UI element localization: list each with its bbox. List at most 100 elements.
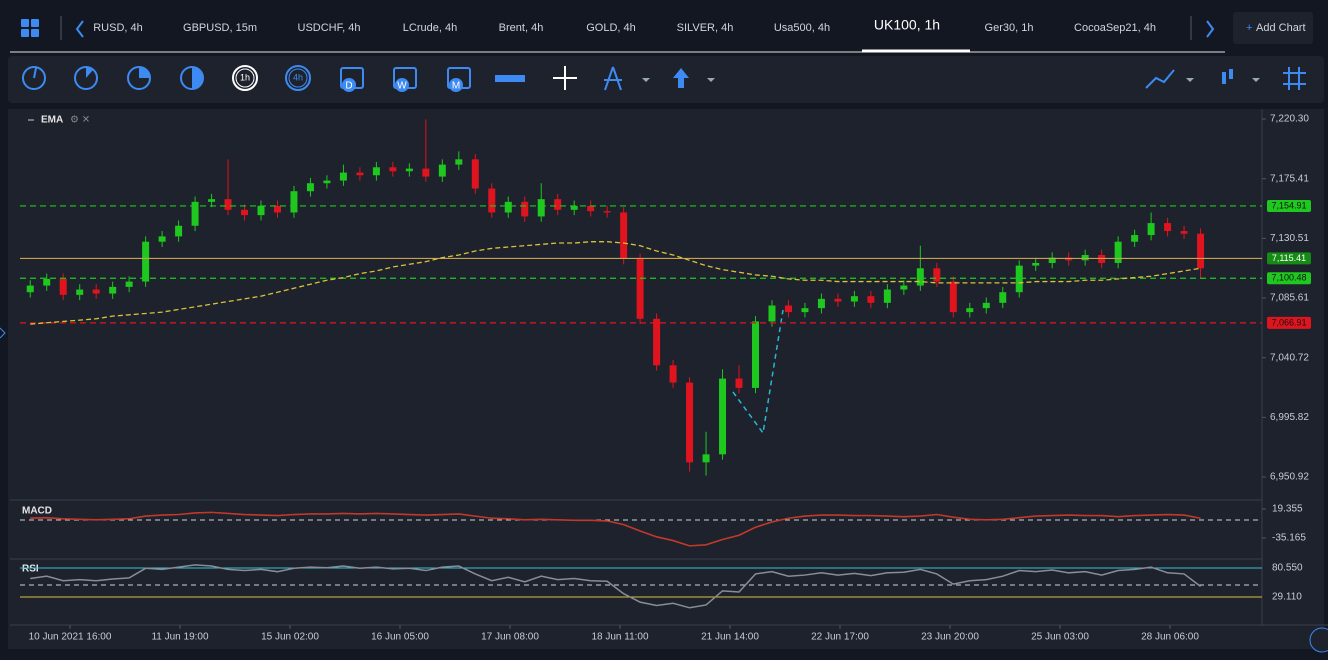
pane-label: MACD [22,506,52,517]
candle-body [158,236,166,242]
candle-body [142,241,150,282]
candle-body [504,201,512,213]
candle-body [817,298,825,309]
candle-body [752,321,760,388]
candle-body [735,378,743,388]
badge [395,78,409,92]
tab[interactable]: USDCHF, 4h [298,22,361,34]
candle-body [43,278,51,286]
candle-body [1131,235,1139,242]
candle-body [323,180,331,184]
tf-4h: 4h [293,72,303,82]
candle-body [653,318,661,366]
candle-body [1114,241,1122,263]
candle-body [438,164,446,177]
candle-body [59,278,67,295]
candle-body [488,188,496,213]
candle-body [916,268,924,286]
tabs-next[interactable] [1206,20,1215,38]
candle-body [109,286,117,294]
candle-body [125,281,133,287]
badge [342,78,356,92]
level-label: 7,066.91 [1271,317,1306,327]
tf-month: M [452,81,460,92]
x-tick-label: 10 Jun 2021 16:00 [29,632,112,643]
level-label-bg [1267,199,1311,212]
x-tick-label: 22 Jun 17:00 [811,632,869,643]
candle-body [537,199,545,217]
tabs-prev[interactable] [75,20,84,38]
indicator-label: EMA [41,115,63,126]
candle-body [339,172,347,181]
tf-1h: 1h [240,72,250,82]
candle-body [76,289,84,295]
ema-line [30,241,1201,325]
layout-button[interactable] [21,19,39,37]
candle-body [1147,223,1155,236]
tab[interactable]: LCrude, 4h [403,22,457,34]
candle-body [224,199,232,210]
candle-body [290,191,298,213]
candle-body [768,305,776,322]
tab[interactable]: RUSD, 4h [93,22,143,34]
candle-body [1081,254,1089,261]
candle-body [933,268,941,282]
candle-body [191,201,199,226]
candle-body [422,168,430,177]
x-tick-label: 16 Jun 05:00 [371,632,429,643]
candle-body [900,285,908,290]
badge [449,78,463,92]
add-chart-label[interactable]: Add Chart [1256,22,1306,34]
candle-body [834,298,842,302]
x-tick-label: 25 Jun 03:00 [1031,632,1089,643]
tf-day: D [345,81,352,92]
candle-body [636,258,644,319]
scroll-button[interactable] [1309,627,1328,653]
candle-body [801,308,809,313]
candle-body [471,159,479,189]
level-label-bg [1267,252,1311,265]
settings-icon[interactable]: ⚙ ✕ [70,115,90,126]
level-label: 7,100.48 [1271,273,1306,283]
drawing-tools[interactable] [495,66,1306,91]
y-tick-label: 29.110 [1272,592,1302,603]
tab[interactable]: Ger30, 1h [985,22,1034,34]
x-tick-label: 11 Jun 19:00 [151,632,209,643]
candle-body [306,183,314,192]
candle-body [554,199,562,210]
candle-body [669,365,677,383]
candle-body [92,289,100,294]
add-chart-button[interactable] [1233,12,1313,44]
candle-body [883,289,891,303]
candle-body [241,209,249,216]
candle-body [257,205,265,216]
x-tick-label: 18 Jun 11:00 [591,632,649,643]
tab[interactable]: Usa500, 4h [774,22,830,34]
candle-body [1032,262,1040,266]
x-tick-label: 15 Jun 02:00 [261,632,319,643]
candle-body [966,308,974,313]
y-tick-label: 19.355 [1272,504,1303,515]
level-label-bg [1267,272,1311,285]
tab[interactable]: GOLD, 4h [586,22,636,34]
toolbar [8,56,1324,103]
tab[interactable]: Brent, 4h [499,22,544,34]
tab[interactable]: SILVER, 4h [677,22,734,34]
candle-body [949,281,957,313]
tab-active[interactable]: UK100, 1h [874,17,940,33]
left-expander[interactable] [0,327,6,339]
candle-body [620,212,628,259]
candle-body [686,382,694,463]
tab[interactable]: CocoaSep21, 4h [1074,22,1156,34]
candle-body [1180,231,1188,234]
candle-body [356,172,364,176]
candle-body [1164,223,1172,232]
y-tick-label: -35.165 [1272,533,1306,544]
candle-body [405,168,413,172]
level-label: 7,154.91 [1271,200,1306,210]
plus-icon: + [1246,22,1252,34]
candle-body [999,292,1007,303]
tab[interactable]: GBPUSD, 15m [183,22,257,34]
